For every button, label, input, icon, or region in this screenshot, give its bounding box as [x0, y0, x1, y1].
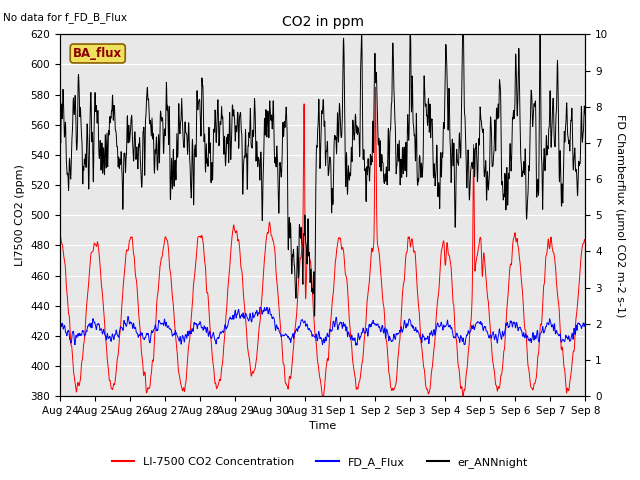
- Y-axis label: LI7500 CO2 (ppm): LI7500 CO2 (ppm): [15, 164, 25, 266]
- Text: No data for f_FD_B_Flux: No data for f_FD_B_Flux: [3, 12, 127, 23]
- Legend: LI-7500 CO2 Concentration, FD_A_Flux, er_ANNnight: LI-7500 CO2 Concentration, FD_A_Flux, er…: [108, 452, 532, 472]
- er_ANNnight: [476, 131, 483, 136]
- FD_A_Flux: [203, 329, 211, 335]
- er_ANNnight: [338, 129, 346, 135]
- LI-7500 CO2 Concentration: [550, 252, 558, 257]
- LI-7500 CO2 Concentration: [349, 362, 357, 368]
- er_ANNnight: [56, 110, 64, 116]
- FD_A_Flux: [56, 319, 64, 324]
- er_ANNnight: [582, 113, 589, 119]
- X-axis label: Time: Time: [309, 421, 337, 432]
- Line: FD_A_Flux: FD_A_Flux: [60, 307, 586, 345]
- LI-7500 CO2 Concentration: [56, 230, 64, 236]
- LI-7500 CO2 Concentration: [476, 237, 483, 242]
- Title: CO2 in ppm: CO2 in ppm: [282, 15, 364, 29]
- FD_A_Flux: [263, 304, 271, 310]
- er_ANNnight: [203, 148, 211, 154]
- er_ANNnight: [358, 32, 365, 37]
- LI-7500 CO2 Concentration: [536, 336, 543, 342]
- Line: LI-7500 CO2 Concentration: LI-7500 CO2 Concentration: [60, 87, 586, 396]
- Text: BA_flux: BA_flux: [73, 47, 122, 60]
- er_ANNnight: [311, 313, 319, 319]
- FD_A_Flux: [582, 319, 589, 324]
- er_ANNnight: [536, 87, 543, 93]
- FD_A_Flux: [550, 323, 558, 329]
- LI-7500 CO2 Concentration: [338, 247, 346, 252]
- FD_A_Flux: [352, 342, 360, 348]
- er_ANNnight: [550, 132, 558, 138]
- FD_A_Flux: [338, 324, 346, 329]
- FD_A_Flux: [536, 337, 543, 343]
- LI-7500 CO2 Concentration: [582, 240, 589, 246]
- LI-7500 CO2 Concentration: [203, 287, 211, 293]
- LI-7500 CO2 Concentration: [372, 84, 380, 90]
- er_ANNnight: [349, 125, 357, 131]
- FD_A_Flux: [349, 336, 357, 341]
- Y-axis label: FD Chamberflux (μmol CO2 m-2 s-1): FD Chamberflux (μmol CO2 m-2 s-1): [615, 114, 625, 317]
- FD_A_Flux: [476, 320, 483, 326]
- Line: er_ANNnight: er_ANNnight: [60, 35, 586, 316]
- LI-7500 CO2 Concentration: [319, 393, 326, 399]
